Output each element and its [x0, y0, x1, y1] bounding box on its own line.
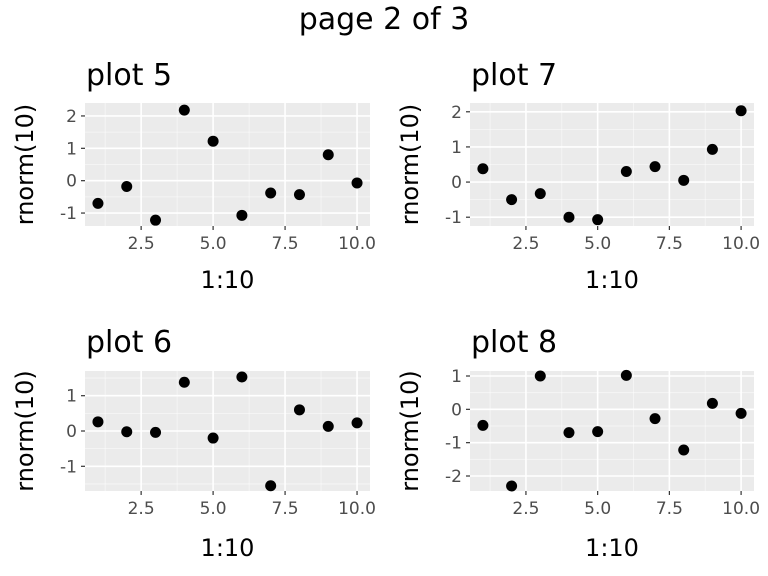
y-axis-label: rnorm(10)	[11, 370, 39, 491]
y-tick-label: 0	[66, 172, 77, 192]
y-tick-label: -1	[445, 434, 462, 454]
x-tick-label: 7.5	[272, 234, 299, 254]
data-point	[477, 419, 489, 431]
data-point	[236, 371, 248, 383]
data-point	[293, 189, 305, 201]
data-point	[322, 420, 334, 432]
data-point	[678, 444, 690, 456]
x-tick-label: 10.0	[338, 234, 376, 254]
data-point	[265, 480, 277, 492]
x-axis-label: 1:10	[585, 534, 639, 562]
data-point	[678, 174, 690, 186]
x-tick-label: 7.5	[656, 234, 683, 254]
y-axis-label: rnorm(10)	[396, 104, 424, 225]
x-tick-label: 2.5	[512, 499, 539, 519]
data-point	[150, 426, 162, 438]
data-point	[351, 417, 363, 429]
data-point	[620, 369, 632, 381]
x-tick-label: 10.0	[338, 499, 376, 519]
plot-title: plot 5	[86, 58, 172, 93]
x-axis-label: 1:10	[585, 266, 639, 294]
data-point	[293, 404, 305, 416]
data-point	[207, 432, 219, 444]
y-tick-label: -1	[60, 457, 77, 477]
y-tick-label: 2	[66, 107, 77, 127]
data-point	[620, 166, 632, 178]
data-point	[265, 187, 277, 199]
x-axis-label: 1:10	[201, 534, 255, 562]
y-tick-label: 1	[451, 367, 462, 387]
y-axis-label: rnorm(10)	[11, 104, 39, 225]
data-point	[534, 370, 546, 382]
y-tick-label: 1	[451, 138, 462, 158]
plot-title: plot 8	[471, 325, 557, 360]
y-tick-label: -2	[445, 467, 462, 487]
data-point	[477, 163, 489, 175]
y-tick-label: 0	[451, 173, 462, 193]
data-point	[649, 413, 661, 425]
data-point	[121, 426, 133, 438]
data-point	[506, 480, 518, 492]
data-point	[121, 181, 133, 193]
data-point	[649, 161, 661, 173]
plot-panel-3: 2.5 5.0 7.5 10.0 -1 0 1 plot 6 1:10 rnorm(10)	[11, 325, 376, 562]
plot-panel-4: 2.5 5.0 7.5 10.0 -2 -1 0 1 plot 8 1:10 rnorm(10)	[396, 325, 760, 562]
plot-panel-1: 2.5 5.0 7.5 10.0 -1 0 1 2 plot 5 1:10 rnorm(10)	[11, 58, 376, 294]
data-point	[563, 211, 575, 223]
y-tick-label: 1	[66, 139, 77, 159]
data-point	[706, 397, 718, 409]
plot-title: plot 7	[471, 58, 557, 93]
y-tick-label: 2	[451, 103, 462, 123]
x-tick-label: 7.5	[272, 499, 299, 519]
data-point	[735, 407, 747, 419]
data-point	[563, 427, 575, 439]
data-point	[706, 143, 718, 155]
data-point	[592, 426, 604, 438]
x-tick-label: 7.5	[656, 499, 683, 519]
data-point	[506, 194, 518, 206]
panel-background	[470, 371, 754, 491]
x-tick-label: 2.5	[128, 499, 155, 519]
x-tick-label: 5.0	[584, 499, 611, 519]
y-tick-label: 1	[66, 387, 77, 407]
data-point	[322, 149, 334, 161]
data-point	[178, 376, 190, 388]
y-tick-label: 0	[451, 400, 462, 420]
data-point	[178, 104, 190, 116]
y-axis-label: rnorm(10)	[396, 370, 424, 491]
x-tick-label: 5.0	[200, 499, 227, 519]
x-tick-label: 10.0	[722, 499, 760, 519]
data-point	[150, 214, 162, 226]
data-point	[236, 209, 248, 221]
x-tick-label: 2.5	[128, 234, 155, 254]
x-tick-label: 10.0	[722, 234, 760, 254]
data-point	[534, 188, 546, 200]
x-tick-label: 2.5	[512, 234, 539, 254]
y-tick-label: 0	[66, 422, 77, 442]
data-point	[207, 135, 219, 147]
plot-panel-2: 2.5 5.0 7.5 10.0 -1 0 1 2 plot 7 1:10 rnorm(10)	[396, 58, 760, 294]
x-tick-label: 5.0	[200, 234, 227, 254]
data-point	[92, 416, 104, 428]
x-axis-label: 1:10	[201, 266, 255, 294]
data-point	[735, 105, 747, 117]
data-point	[351, 177, 363, 189]
plot-title: plot 6	[86, 325, 172, 360]
x-tick-label: 5.0	[584, 234, 611, 254]
data-point	[92, 197, 104, 209]
y-tick-label: -1	[445, 208, 462, 228]
y-tick-label: -1	[60, 204, 77, 224]
page-title: page 2 of 3	[298, 2, 470, 37]
data-point	[592, 214, 604, 226]
